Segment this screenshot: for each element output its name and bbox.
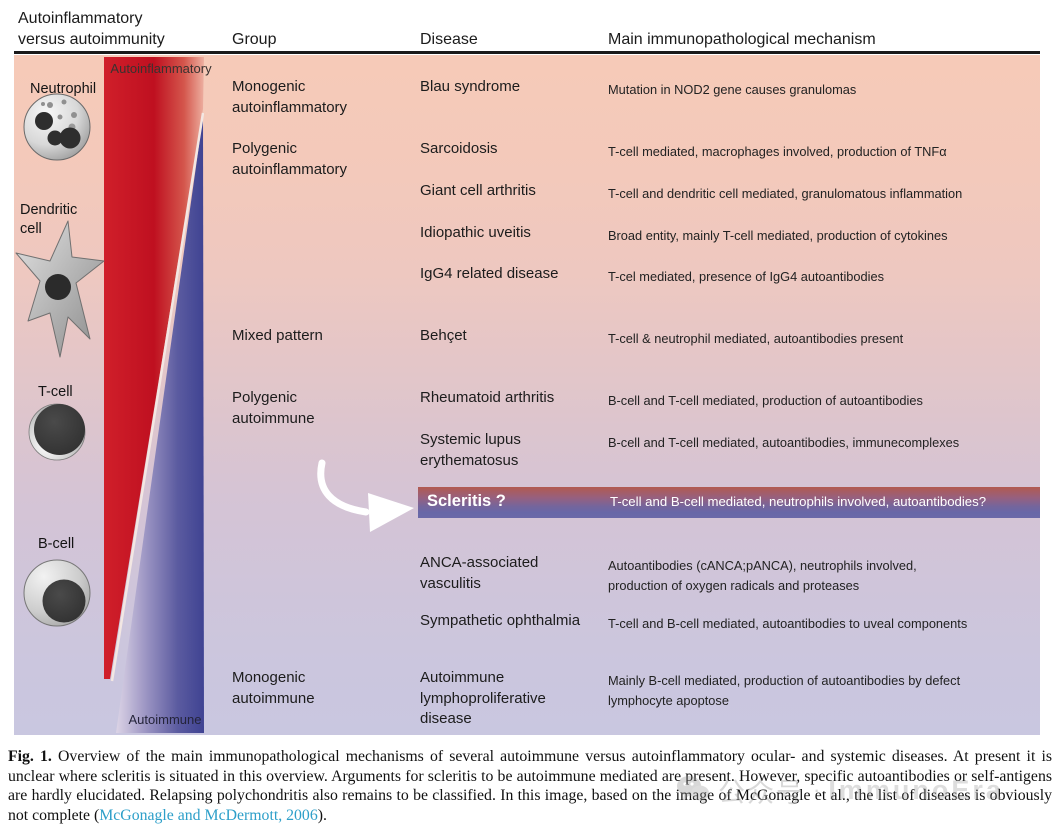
header-mechanism: Main immunopathological mechanism (608, 31, 876, 48)
mechanism-text: T-cel mediated, presence of IgG4 autoant… (608, 269, 885, 284)
header-autoinflammatory-vs-autoimmunity: Autoinflammatory versus autoimmunity (18, 10, 165, 48)
group-label: Monogenic autoimmune (232, 669, 315, 707)
scleritis-pointer-arrow-icon (317, 459, 414, 532)
scleritis-disease-label: Scleritis ? (427, 492, 506, 510)
mechanism-text: Broad entity, mainly T-cell mediated, pr… (608, 228, 948, 243)
citation-link[interactable]: McGonagle and McDermott, 2006 (99, 806, 318, 824)
dendritic-cell-icon (15, 220, 105, 358)
figure-caption: Fig. 1. Overview of the main immunopatho… (8, 747, 1052, 825)
t-cell-icon (28, 403, 86, 461)
group-label: Mixed pattern (232, 327, 323, 344)
disease-label: Sympathetic ophthalmia (420, 612, 581, 629)
caption-text-before: Overview of the main immunopathological … (8, 748, 1052, 824)
header-divider (14, 51, 1040, 54)
disease-label: IgG4 related disease (420, 265, 559, 282)
disease-label: Behçet (420, 327, 467, 344)
header-disease: Disease (420, 31, 478, 48)
mechanism-text: T-cell and B-cell mediated, autoantibodi… (608, 616, 968, 631)
mechanism-text: T-cell mediated, macrophages involved, p… (608, 144, 947, 159)
mechanism-text: Mutation in NOD2 gene causes granulomas (608, 82, 857, 97)
mechanism-text: T-cell and dendritic cell mediated, gran… (608, 186, 963, 201)
mechanism-text: Autoantibodies (cANCA;pANCA), neutrophil… (608, 558, 917, 593)
blue-autoimmune-wedge (116, 117, 204, 733)
mechanism-text: T-cell & neutrophil mediated, autoantibo… (608, 331, 904, 346)
neutrophil-icon (23, 93, 91, 161)
b-cell-label: B-cell (38, 536, 75, 552)
wedge-bottom-label: Autoimmune (128, 712, 202, 727)
disease-label: Rheumatoid arthritis (420, 389, 555, 406)
mechanism-text: B-cell and T-cell mediated, autoantibodi… (608, 435, 960, 450)
t-cell-label: T-cell (38, 384, 73, 400)
disease-label: Systemic lupus erythematosus (420, 431, 521, 469)
scleritis-mechanism-text: T-cell and B-cell mediated, neutrophils … (610, 494, 987, 509)
group-label: Polygenic autoimmune (232, 389, 315, 427)
header-group: Group (232, 31, 277, 48)
disease-label: Autoimmune lymphoproliferative disease (420, 669, 546, 727)
disease-label: ANCA-associated vasculitis (420, 554, 539, 592)
dendritic-cell-label: Dendritic cell (20, 202, 78, 237)
neutrophil-label: Neutrophil (30, 81, 97, 97)
disease-label: Idiopathic uveitis (420, 224, 531, 241)
b-cell-icon (23, 559, 91, 627)
disease-label: Sarcoidosis (420, 140, 498, 157)
red-autoinflammatory-wedge (104, 57, 204, 679)
wedge-top-label: Autoinflammatory (110, 61, 212, 76)
mechanism-text: Mainly B-cell mediated, production of au… (608, 673, 961, 708)
diagram-area: Autoinflammatory Autoimmune (14, 55, 1040, 735)
immune-cells-illustration (15, 93, 105, 627)
disease-label: Blau syndrome (420, 78, 521, 95)
figure-number-label: Fig. 1. (8, 748, 52, 765)
wedge-divider-line (110, 112, 204, 682)
mechanism-text: B-cell and T-cell mediated, production o… (608, 393, 923, 408)
spectrum-wedge-icon (104, 57, 204, 733)
scleritis-highlight-bar: Scleritis ? T-cell and B-cell mediated, … (418, 487, 1040, 518)
group-label: Polygenic autoinflammatory (232, 140, 348, 178)
group-label: Monogenic autoinflammatory (232, 78, 348, 116)
caption-text-after: ). (317, 806, 327, 824)
disease-label: Giant cell arthritis (420, 182, 536, 199)
